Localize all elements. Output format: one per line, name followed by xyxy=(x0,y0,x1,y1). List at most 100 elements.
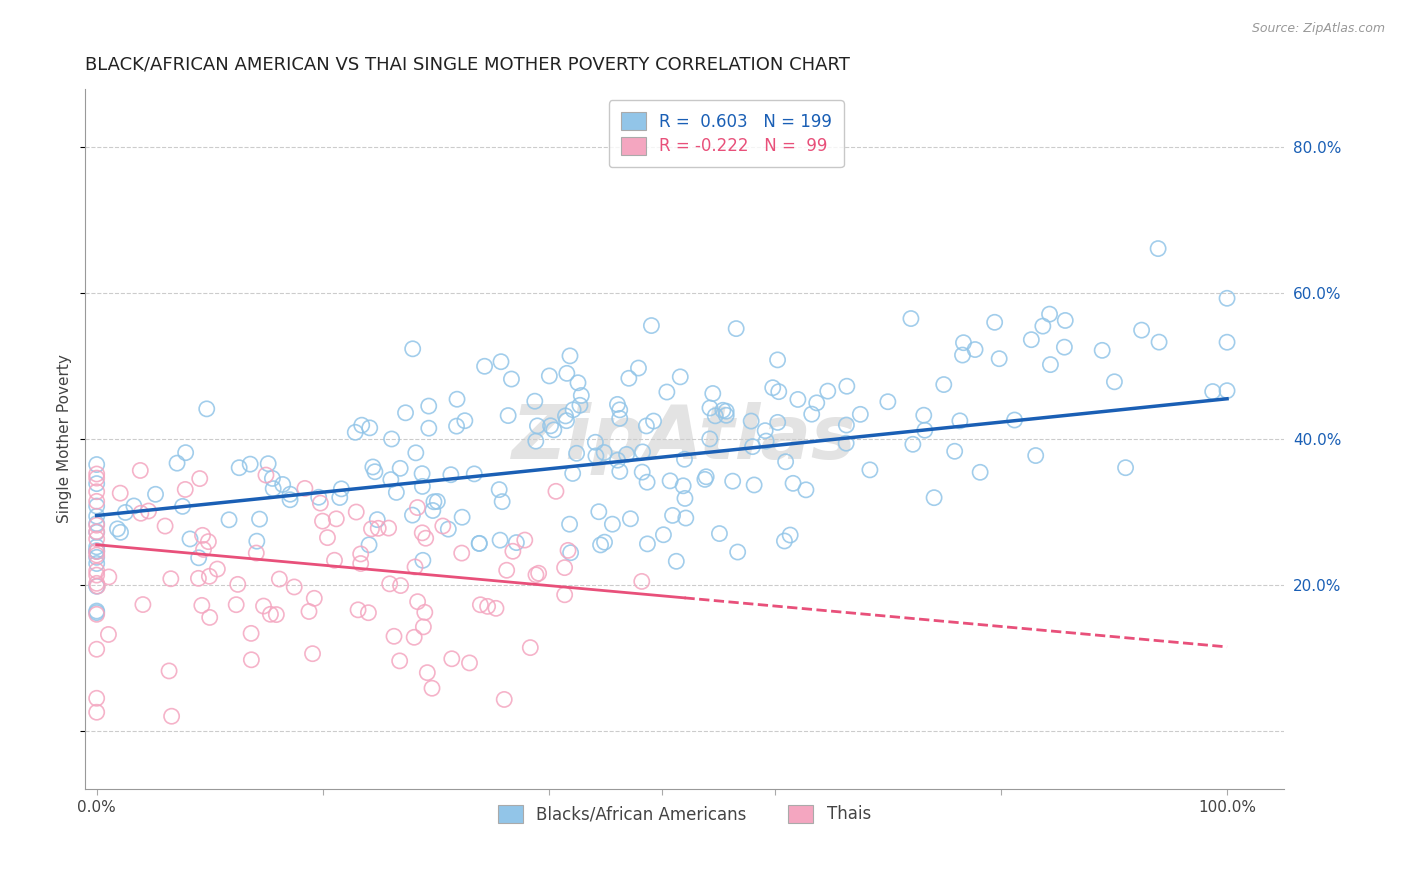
Point xyxy=(426,494,449,508)
Point xyxy=(283,580,305,594)
Point xyxy=(389,578,412,592)
Point xyxy=(262,471,284,485)
Point xyxy=(191,528,214,542)
Point xyxy=(513,533,536,547)
Point xyxy=(523,394,546,409)
Point xyxy=(245,546,267,560)
Point xyxy=(157,664,180,678)
Point xyxy=(558,349,581,363)
Point xyxy=(949,414,972,428)
Point xyxy=(86,642,108,657)
Point xyxy=(630,574,652,589)
Point xyxy=(669,369,692,384)
Point xyxy=(423,495,446,509)
Point xyxy=(526,418,548,433)
Point xyxy=(762,381,785,395)
Point xyxy=(188,472,211,486)
Point xyxy=(454,414,477,428)
Point xyxy=(768,384,790,399)
Point xyxy=(239,457,262,471)
Point xyxy=(110,486,132,500)
Point xyxy=(725,321,748,335)
Point xyxy=(1038,307,1060,321)
Point xyxy=(86,579,108,593)
Point xyxy=(259,607,281,622)
Point xyxy=(86,516,108,531)
Point xyxy=(249,512,271,526)
Point xyxy=(1104,375,1126,389)
Point xyxy=(914,423,936,437)
Point xyxy=(952,348,974,362)
Point xyxy=(446,419,468,434)
Point xyxy=(673,452,696,467)
Point xyxy=(381,432,404,446)
Point xyxy=(969,465,991,479)
Point xyxy=(86,509,108,524)
Point xyxy=(262,482,284,496)
Point xyxy=(415,531,437,545)
Point xyxy=(554,560,576,574)
Point xyxy=(377,521,399,535)
Point xyxy=(187,571,209,585)
Point xyxy=(766,416,789,430)
Point xyxy=(107,522,129,536)
Point xyxy=(422,503,444,517)
Point xyxy=(357,606,380,620)
Point xyxy=(583,435,606,450)
Point xyxy=(86,576,108,591)
Point xyxy=(794,483,817,497)
Point xyxy=(86,484,108,499)
Point xyxy=(1021,333,1043,347)
Point xyxy=(489,533,512,548)
Point xyxy=(357,538,380,552)
Point xyxy=(609,411,631,425)
Point xyxy=(382,629,405,643)
Point xyxy=(174,445,197,459)
Point xyxy=(446,392,468,407)
Point xyxy=(468,536,491,550)
Point xyxy=(440,652,463,666)
Point xyxy=(779,528,801,542)
Point xyxy=(672,479,695,493)
Point xyxy=(252,599,274,613)
Point xyxy=(166,456,188,470)
Point xyxy=(470,598,492,612)
Point xyxy=(86,494,108,508)
Point xyxy=(344,425,367,440)
Point xyxy=(86,518,108,533)
Point xyxy=(900,311,922,326)
Point xyxy=(360,522,382,536)
Point xyxy=(86,691,108,706)
Point xyxy=(1216,335,1239,350)
Point xyxy=(325,512,347,526)
Point xyxy=(661,508,683,523)
Point xyxy=(495,563,517,577)
Point xyxy=(817,384,839,398)
Point xyxy=(501,372,523,386)
Point xyxy=(675,511,697,525)
Point xyxy=(754,424,776,438)
Point xyxy=(1053,340,1076,354)
Point xyxy=(86,579,108,593)
Point xyxy=(659,474,682,488)
Point xyxy=(311,514,333,528)
Point xyxy=(406,595,429,609)
Point xyxy=(153,519,176,533)
Point xyxy=(673,491,696,506)
Point xyxy=(1202,384,1225,399)
Point xyxy=(849,408,872,422)
Point xyxy=(420,681,443,696)
Point xyxy=(301,647,323,661)
Point xyxy=(380,473,402,487)
Point xyxy=(652,527,675,541)
Point xyxy=(257,457,280,471)
Point xyxy=(411,479,433,493)
Point xyxy=(775,455,797,469)
Point xyxy=(378,577,401,591)
Point xyxy=(198,610,221,624)
Text: Source: ZipAtlas.com: Source: ZipAtlas.com xyxy=(1251,22,1385,36)
Point xyxy=(1054,313,1077,327)
Point xyxy=(741,440,763,454)
Point xyxy=(643,414,665,428)
Point xyxy=(174,483,197,497)
